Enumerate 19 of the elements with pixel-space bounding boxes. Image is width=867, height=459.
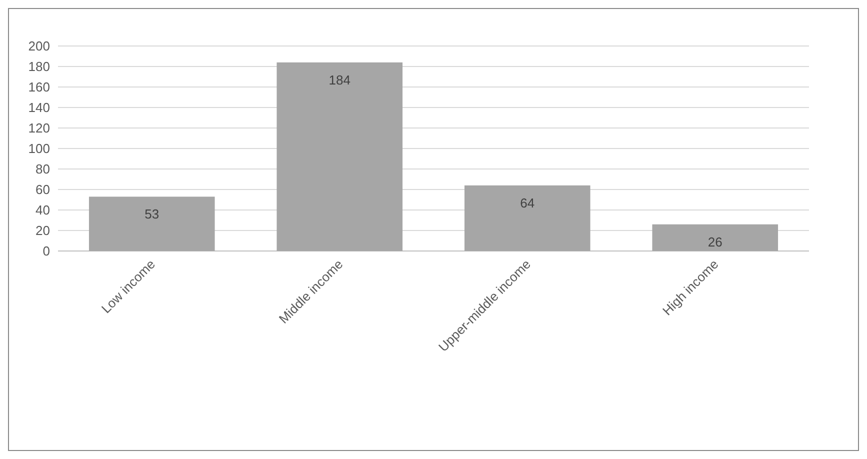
- y-tick-label: 60: [36, 182, 50, 198]
- y-tick-label: 180: [28, 59, 50, 74]
- y-tick-label: 140: [28, 100, 50, 116]
- bar: [464, 185, 590, 251]
- data-label: 26: [708, 234, 722, 250]
- bar: [276, 62, 403, 251]
- y-tick-label: 200: [28, 38, 50, 54]
- y-tick-label: 100: [28, 141, 50, 156]
- bar: [652, 224, 778, 251]
- y-tick-label: 120: [28, 120, 50, 136]
- bar: [88, 196, 215, 251]
- data-label: 53: [144, 206, 160, 222]
- data-label: 64: [520, 195, 535, 210]
- data-label: 184: [328, 72, 350, 88]
- y-tick-label: 40: [36, 202, 50, 218]
- y-tick-label: 0: [42, 244, 50, 259]
- y-tick-label: 80: [36, 162, 50, 177]
- y-tick-label: 20: [36, 223, 50, 238]
- y-tick-label: 160: [28, 80, 50, 95]
